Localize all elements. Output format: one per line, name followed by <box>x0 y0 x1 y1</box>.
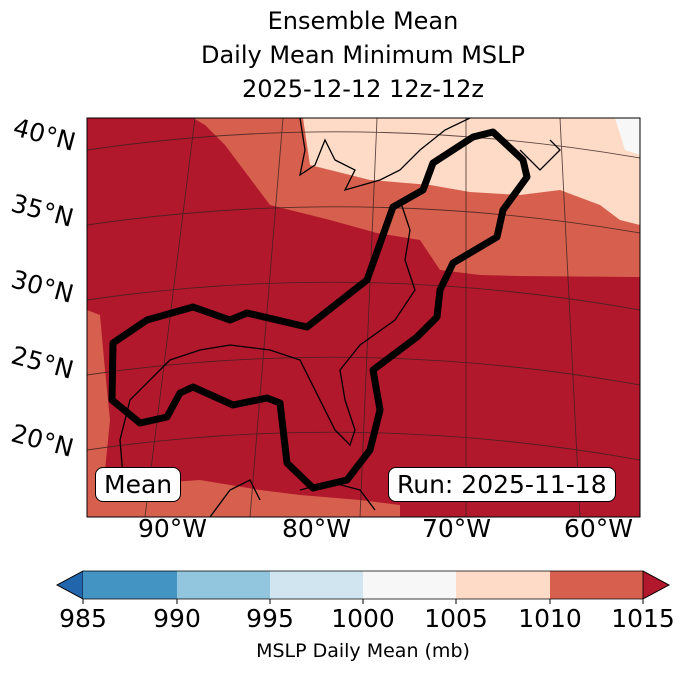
graticule <box>87 118 640 517</box>
lon-label-90w: 90°W <box>138 514 208 543</box>
lon-label-80w: 80°W <box>282 514 352 543</box>
map-frame <box>86 117 641 518</box>
run-date-box: Run: 2025-11-18 <box>388 467 616 502</box>
mean-label-box: Mean <box>95 467 182 502</box>
colorbar <box>56 570 670 604</box>
field-1005 <box>303 118 640 225</box>
colorbar-label: MSLP Daily Mean (mb) <box>256 640 470 662</box>
lon-label-70w: 70°W <box>422 514 492 543</box>
colorbar-1000 <box>363 571 456 599</box>
colorbar-tick-990: 990 <box>153 604 201 633</box>
title-line-3: 2025-12-12 12z-12z <box>241 75 485 103</box>
lon-label-60w: 60°W <box>564 514 634 543</box>
colorbar-tick-1000: 1000 <box>331 604 395 633</box>
colorbar-tick-1015: 1015 <box>611 604 675 633</box>
title-line-1: Ensemble Mean <box>267 7 459 35</box>
colorbar-995 <box>270 571 363 599</box>
colorbar-tick-1005: 1005 <box>424 604 488 633</box>
colorbar-under <box>56 570 84 600</box>
colorbar-tick-985: 985 <box>59 604 107 633</box>
colorbar-over <box>642 570 670 600</box>
colorbar-tick-1010: 1010 <box>518 604 582 633</box>
colorbar-tick-995: 995 <box>246 604 294 633</box>
field-1000 <box>615 118 640 155</box>
colorbar-990 <box>177 571 270 599</box>
colorbar-1005 <box>456 571 550 599</box>
title-line-2: Daily Mean Minimum MSLP <box>200 41 525 69</box>
colorbar-985 <box>83 571 177 599</box>
contour-outline <box>108 128 531 492</box>
colorbar-1010 <box>550 571 643 599</box>
